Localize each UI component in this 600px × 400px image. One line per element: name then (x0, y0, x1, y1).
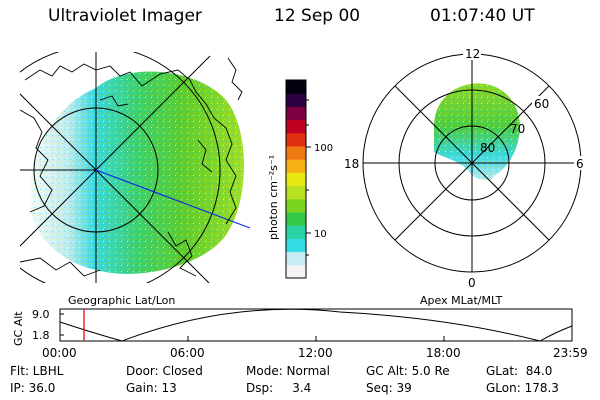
colorbar-band (286, 80, 306, 94)
glon-value: GLon: 178.3 (486, 381, 559, 395)
colorbar-band (286, 146, 306, 160)
coastline (197, 139, 213, 173)
lon-line (95, 55, 211, 171)
mlt-line-diagonal (394, 85, 550, 241)
timeline-xtick-label: 18:00 (426, 346, 461, 360)
colorbar-band (286, 119, 306, 134)
timeline-ytick-label: 9.0 (32, 308, 50, 321)
timeline-xtick-label: 00:00 (42, 346, 77, 360)
lat-circle-outer (20, 52, 221, 283)
lon-line (20, 169, 97, 247)
gc-alt-value: GC Alt: 5.0 Re (366, 364, 450, 378)
mlt-label-18: 18 (344, 157, 359, 171)
left-panel-caption: Geographic Lat/Lon (68, 294, 176, 307)
colorbar-band (286, 198, 306, 213)
ip-value: IP: 36.0 (10, 381, 56, 395)
colorbar-unit-label: photon cm⁻²s⁻¹ (267, 155, 280, 240)
polar-plot: 12 18 6 0 60 70 80 (343, 46, 586, 290)
seq-value: Seq: 39 (366, 381, 412, 395)
coastline (227, 57, 243, 101)
mlat-label-80: 80 (480, 141, 495, 155)
colorbar-band (286, 251, 306, 266)
colorbar-band (286, 132, 306, 147)
colorbar-band (286, 106, 306, 121)
date-label: 12 Sep 00 (274, 6, 361, 26)
timeline-ytick-label: 1.8 (32, 329, 50, 342)
colorbar-band (286, 93, 306, 107)
colorbar-tick-label: 100 (314, 143, 333, 154)
lon-line (20, 93, 97, 171)
gain-value: Gain: 13 (126, 381, 177, 395)
timeline-plot: GC Alt 9.0 1.8 00:00 06:00 12:00 18:00 2… (12, 308, 588, 360)
timeline-xtick-label: 12:00 (298, 346, 333, 360)
mlt-label-0: 0 (468, 276, 476, 290)
sun-direction-line (95, 169, 251, 229)
colorbar-band (286, 212, 306, 226)
timeline-ylabel: GC Alt (12, 311, 25, 346)
colorbar-band (286, 159, 306, 173)
colorbar-band (286, 225, 306, 239)
dsp-value: Dsp: 3.4 (246, 381, 312, 395)
coastline (20, 257, 101, 277)
instrument-title: Ultraviolet Imager (48, 6, 202, 26)
coastline (99, 95, 129, 107)
coastline (167, 231, 197, 277)
timeline-xtick-label: 06:00 (170, 346, 205, 360)
colorbar-band (286, 172, 306, 187)
coastline (24, 63, 237, 225)
colorbar-tick-label: 10 (314, 229, 327, 240)
orbit-altitude-curve (59, 308, 573, 342)
mlat-label-70: 70 (510, 122, 525, 136)
mlt-label-12: 12 (465, 47, 480, 61)
mlat-label-60: 60 (534, 97, 549, 111)
coastline (20, 109, 53, 213)
time-label: 01:07:40 UT (430, 6, 535, 26)
mlt-label-6: 6 (576, 157, 584, 171)
colorbar-band (286, 185, 306, 200)
right-panel-caption: Apex MLat/MLT (420, 294, 503, 307)
mode-value: Mode: Normal (246, 364, 330, 378)
lon-line (95, 169, 210, 283)
filter-value: Flt: LBHL (10, 364, 64, 378)
colorbar-band (286, 264, 306, 279)
glat-value: GLat: 84.0 (486, 364, 553, 378)
geographic-map (20, 52, 251, 283)
colorbar-frame (285, 79, 307, 279)
colorbar-band (286, 238, 306, 253)
colorbar (286, 80, 306, 279)
door-value: Door: Closed (126, 364, 203, 378)
timeline-xtick-label: 23:59 (553, 346, 588, 360)
